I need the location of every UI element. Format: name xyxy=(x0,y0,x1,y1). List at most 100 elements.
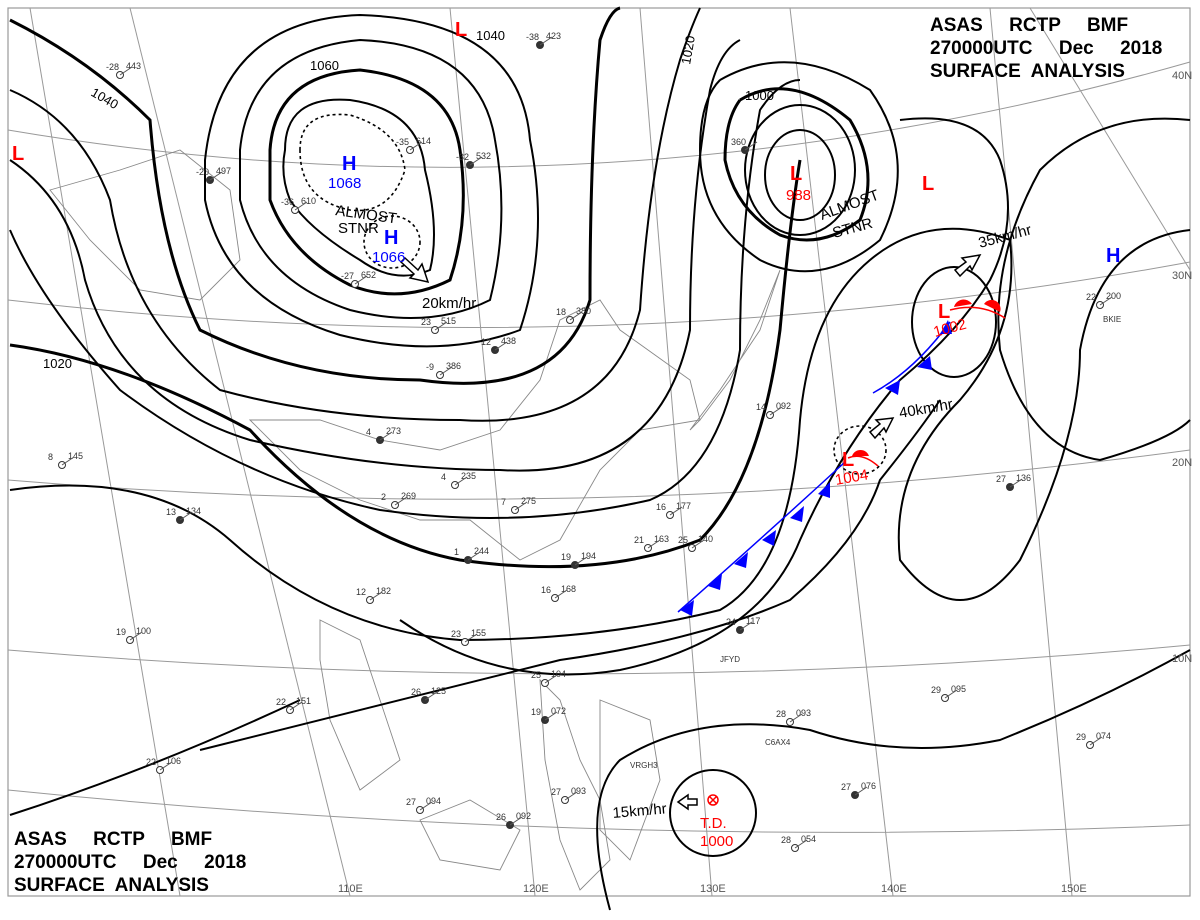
wind-barb-icon xyxy=(544,711,558,721)
station-plot: 2 269 xyxy=(381,491,416,509)
station-temperature: 360 xyxy=(731,137,746,147)
lat-label: 40N xyxy=(1172,70,1192,82)
pressure-value: 1068 xyxy=(328,175,361,192)
station-pressure: 168 xyxy=(561,584,576,594)
meridian-100e xyxy=(29,7,181,897)
isobar xyxy=(204,13,539,348)
station-plot: 4 273 xyxy=(366,426,401,444)
lat-label: 20N xyxy=(1172,457,1192,469)
station-plot: 21 163 xyxy=(634,534,669,552)
station-temperature: 23 xyxy=(421,317,431,327)
isobar xyxy=(596,649,1191,911)
station-plot: 27 076 xyxy=(841,781,876,799)
station-pressure: 074 xyxy=(1096,731,1111,741)
tropical-depression-icon xyxy=(707,794,719,806)
station-temperature: 25 xyxy=(531,670,541,680)
wind-barb-icon xyxy=(424,691,438,701)
station-plot: 27 136 xyxy=(996,473,1031,491)
station-pressure: 093 xyxy=(796,708,811,718)
station-plot: 29 095 xyxy=(931,684,966,702)
header-line: 270000UTC Dec 2018 xyxy=(14,852,247,873)
station-temperature: -28 xyxy=(106,62,119,72)
station-ids: JFYD VRGH3 C6AX4 BKIE xyxy=(630,315,1121,770)
station-plot: 28 054 xyxy=(781,834,816,852)
station-temperature: -36 xyxy=(281,197,294,207)
wind-barb-icon xyxy=(739,621,753,631)
station-pressure: 151 xyxy=(296,696,311,706)
isobar-labels: 1040 1060 1040 1020 1000 1020 xyxy=(43,28,774,371)
wind-barb-icon xyxy=(564,791,578,801)
station-pressure: 200 xyxy=(1106,291,1121,301)
station-pressure: 652 xyxy=(361,270,376,280)
station-plot: -27 652 xyxy=(341,270,376,288)
station-plot: 16 168 xyxy=(541,584,576,602)
wind-barb-icon xyxy=(159,761,173,771)
coastlines xyxy=(49,149,781,891)
station-pressure: 235 xyxy=(461,471,476,481)
station-pressure: 140 xyxy=(698,534,713,544)
station-pressure: 093 xyxy=(571,786,586,796)
parallel-20n xyxy=(7,449,1191,500)
station-pressure: 532 xyxy=(476,151,491,161)
station-temperature: 28 xyxy=(781,835,791,845)
station-pressure: 125 xyxy=(431,686,446,696)
station-temperature: -38 xyxy=(526,32,539,42)
high-center: H xyxy=(1106,245,1120,267)
wind-barb-icon xyxy=(419,801,433,811)
station-plot: 23 155 xyxy=(451,628,486,646)
station-temperature: 4 xyxy=(441,472,446,482)
low-center-988: L xyxy=(790,163,802,185)
station-temperature: 7 xyxy=(501,497,506,507)
station-pressure: 072 xyxy=(551,706,566,716)
station-temperature: -27 xyxy=(341,271,354,281)
wind-barb-icon xyxy=(379,431,393,441)
meridian-160e xyxy=(1029,7,1191,271)
meridian-140e xyxy=(789,7,894,897)
station-pressure: 054 xyxy=(801,834,816,844)
isobar-1040 xyxy=(9,6,621,385)
isobar xyxy=(911,266,997,378)
wind-barb-icon xyxy=(394,496,408,506)
station-plot: 25 104 xyxy=(531,669,566,687)
header-top-right: ASAS RCTP BMF 270000UTC Dec 2018 SURFACE A… xyxy=(930,14,1162,83)
wind-barb-icon xyxy=(1009,478,1023,488)
fronts xyxy=(677,299,1006,616)
station-temperature: 2 xyxy=(381,492,386,502)
station-plot: -28 443 xyxy=(106,61,141,79)
lon-label: 110E xyxy=(338,883,363,895)
station-plot: 27 093 xyxy=(551,786,586,804)
wind-barb-icon xyxy=(289,701,303,711)
station-temperature: 1 xyxy=(454,547,459,557)
header-bottom-left: ASAS RCTP BMF 270000UTC Dec 2018 SURFACE A… xyxy=(14,828,246,897)
station-plot: 12 438 xyxy=(481,336,516,354)
wind-barb-icon xyxy=(569,311,583,321)
lon-label: 130E xyxy=(700,883,726,895)
station-plot: 22 200 xyxy=(1086,291,1121,309)
wind-barb-icon xyxy=(467,551,481,561)
header-line: SURFACE ANALYSIS xyxy=(930,61,1125,82)
warm-front xyxy=(949,306,1006,319)
wind-barb-icon xyxy=(409,141,423,151)
isobar xyxy=(268,68,465,296)
station-pressure: 443 xyxy=(126,61,141,71)
arrow-icon xyxy=(676,793,698,811)
station-pressure: 145 xyxy=(68,451,83,461)
station-pressure: 100 xyxy=(136,626,151,636)
station-temperature: -9 xyxy=(426,362,434,372)
station-temperature: 22 xyxy=(276,697,286,707)
station-pressure: 106 xyxy=(166,756,181,766)
wind-barb-icon xyxy=(539,36,553,46)
low-center-1002: L xyxy=(938,301,950,323)
station-pressure: 423 xyxy=(546,31,561,41)
station-temperature: 28 xyxy=(776,709,786,719)
station-id: JFYD xyxy=(720,655,740,664)
station-temperature: 13 xyxy=(166,507,176,517)
isobar xyxy=(399,117,1009,676)
station-plot: 27 094 xyxy=(406,796,441,814)
arrow-icon xyxy=(953,254,982,278)
station-temperature: 8 xyxy=(48,452,53,462)
cold-front-triangles xyxy=(680,482,830,616)
graticule-labels: 110E 120E 130E 140E 150E 40N 30N 20N 10N xyxy=(338,70,1192,895)
wind-barb-icon xyxy=(509,816,523,826)
